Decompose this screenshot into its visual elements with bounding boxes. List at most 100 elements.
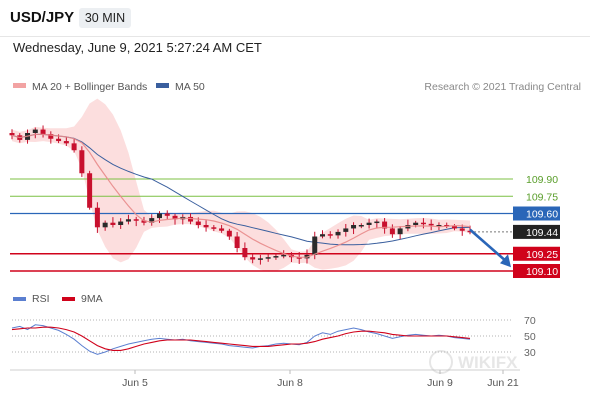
candle-body <box>467 230 473 233</box>
candle-body <box>40 129 46 135</box>
candle-body <box>273 256 279 258</box>
candle-body <box>382 221 388 229</box>
candle-body <box>451 226 457 229</box>
candle-body <box>118 221 124 225</box>
svg-text:WIKIFX: WIKIFX <box>458 353 518 372</box>
candle-body <box>125 219 131 222</box>
rsi-ma-legend-swatch <box>62 297 75 301</box>
candle-body <box>156 213 162 219</box>
candle-body <box>281 254 287 257</box>
candle-body <box>335 231 341 236</box>
candle-body <box>226 230 232 237</box>
candle-body <box>32 129 38 133</box>
x-tick-label: Jun 21 <box>487 377 519 389</box>
candle-body <box>195 221 201 225</box>
rsi-ma-path <box>11 326 471 351</box>
candle-body <box>149 218 155 223</box>
candle-body <box>9 133 15 136</box>
rsi-level-label: 70 <box>524 315 536 327</box>
ma20-legend-swatch <box>13 83 26 88</box>
x-tick-label: Jun 9 <box>427 377 453 389</box>
candle-body <box>265 257 271 259</box>
candle-body <box>459 228 465 231</box>
candle-body <box>374 221 380 224</box>
candle-body <box>211 227 217 229</box>
candles <box>9 125 473 265</box>
rsi-legend-swatch <box>13 297 26 301</box>
price-levels <box>10 178 513 272</box>
candle-body <box>219 228 225 231</box>
chart-header: USD/JPY 30 MIN <box>0 0 590 36</box>
resistance-label: 109.75 <box>526 191 558 203</box>
candle-body <box>172 215 178 220</box>
watermark-logo: WIKIFX <box>429 350 518 374</box>
projection-head <box>500 254 511 268</box>
candle-body <box>79 150 85 174</box>
ma20-line <box>11 133 471 258</box>
candle-body <box>320 234 326 237</box>
projection-arrow <box>469 228 511 268</box>
candle-body <box>389 228 395 235</box>
candle-body <box>436 225 442 227</box>
support-tag <box>513 264 560 278</box>
ma20-path <box>11 133 471 258</box>
x-tick-label: Jun 5 <box>122 377 148 389</box>
candle-body <box>102 222 108 228</box>
candle-body <box>203 225 209 228</box>
ma20-legend-label: MA 20 + Bollinger Bands <box>32 81 147 93</box>
bollinger-bands <box>12 98 470 272</box>
rsi-level-label: 50 <box>524 331 536 343</box>
candle-body <box>351 225 357 229</box>
x-tick-label: Jun 8 <box>277 377 303 389</box>
candle-body <box>296 257 302 259</box>
symbol-title: USD/JPY <box>10 9 75 26</box>
candle-body <box>164 213 170 216</box>
x-axis-ticks: Jun 5 Jun 8 Jun 9 Jun 21 <box>122 370 519 389</box>
candle-body <box>141 220 147 223</box>
ma50-legend-label: MA 50 <box>175 81 205 93</box>
source-label: Research © 2021 Trading Central <box>424 81 581 93</box>
ma50-path <box>11 133 471 246</box>
candle-body <box>428 223 434 226</box>
candle-body <box>343 228 349 232</box>
rsi-legend-label: RSI <box>32 293 50 305</box>
candle-body <box>56 138 62 142</box>
candle-body <box>413 222 419 225</box>
candle-body <box>397 228 403 235</box>
candle-body <box>63 141 69 144</box>
last-price-tag <box>513 224 560 239</box>
candle-body <box>366 222 372 225</box>
ma50-line <box>11 133 471 246</box>
support-label: 109.10 <box>526 266 558 278</box>
candle-body <box>250 257 256 260</box>
candle-body <box>133 219 139 221</box>
support-tag <box>513 246 560 261</box>
rsi-level-label: 30 <box>524 347 536 359</box>
rsi-ma-legend-label: 9MA <box>81 293 103 305</box>
candle-body <box>234 236 240 248</box>
ma50-legend-swatch <box>156 83 169 88</box>
candle-body <box>358 225 364 227</box>
header-divider <box>0 36 590 37</box>
candle-body <box>94 207 100 228</box>
chart-datetime: Wednesday, June 9, 2021 5:27:24 AM CET <box>13 40 262 55</box>
candle-body <box>257 258 263 260</box>
timeframe-badge[interactable]: 30 MIN <box>79 8 131 28</box>
candle-body <box>242 248 248 258</box>
pivot-label: 109.60 <box>526 209 558 221</box>
price-level-labels: 109.90 109.75 109.60 109.44 109.25 109.10 <box>513 174 560 278</box>
pivot-tag <box>513 206 560 221</box>
projection-shaft <box>469 228 506 262</box>
rsi-path <box>11 324 471 355</box>
candle-body <box>110 222 116 225</box>
candle-body <box>420 222 426 225</box>
candle-body <box>87 173 93 208</box>
support-label: 109.25 <box>526 249 558 261</box>
last-price-label: 109.44 <box>526 227 558 239</box>
candle-body <box>48 134 54 139</box>
candle-body <box>71 143 77 151</box>
candle-body <box>327 234 333 236</box>
resistance-label: 109.90 <box>526 174 558 186</box>
candle-body <box>312 236 318 255</box>
